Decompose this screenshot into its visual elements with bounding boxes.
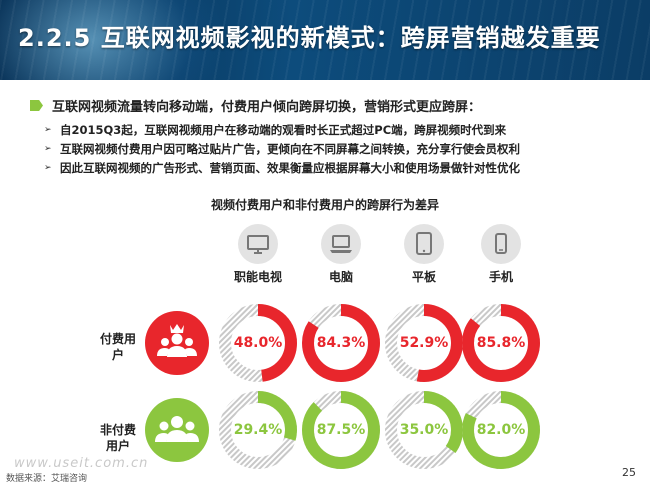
- donut-paid-1: 84.3%: [301, 303, 381, 383]
- list-item: ➢ 自2015Q3起，互联网视频用户在移动端的观看时长正式超过PC端，跨屏视频时…: [44, 120, 520, 139]
- phone-icon: [481, 224, 521, 264]
- device-label: 电脑: [328, 270, 353, 284]
- source-note: 数据来源：艾瑞咨询: [6, 474, 88, 484]
- data-label: 87.5%: [316, 422, 366, 438]
- crowned-user-group-icon: [157, 324, 197, 357]
- banner-glow: [0, 0, 220, 80]
- data-label: 48.0%: [233, 335, 283, 351]
- donut-unpaid-2: 35.0%: [384, 390, 464, 470]
- user-group-icon: [155, 416, 199, 442]
- arrow-bullet-icon: ➢: [44, 124, 52, 135]
- device-column-tv: 职能电视: [218, 224, 298, 285]
- device-column-pc: 电脑: [301, 224, 381, 285]
- row-label-unpaid: 非付费用户: [99, 423, 136, 453]
- bullet-text: 自2015Q3起，互联网视频用户在移动端的观看时长正式超过PC端，跨屏视频时代到…: [60, 122, 507, 137]
- data-label: 82.0%: [476, 422, 526, 438]
- device-label: 平板: [411, 270, 436, 284]
- donut-value-arc: [219, 391, 297, 469]
- arrow-tag-icon: [30, 100, 43, 111]
- page-number: 25: [622, 466, 636, 479]
- header-banner: 2.2.5 互联网视频影视的新模式：跨屏营销越发重要: [0, 0, 650, 80]
- arrow-bullet-icon: ➢: [44, 143, 52, 154]
- page-title: 2.2.5 互联网视频影视的新模式：跨屏营销越发重要: [18, 24, 601, 52]
- donut-value-arc: [385, 391, 463, 469]
- donut-value-arc: [302, 304, 380, 382]
- arrow-bullet-icon: ➢: [44, 162, 52, 173]
- device-column-phone: 手机: [461, 224, 541, 285]
- donut-paid-3: 85.8%: [461, 303, 541, 383]
- list-item: ➢ 因此互联网视频的广告形式、营销页面、效果衡量应根据屏幕大小和使用场景做针对性…: [44, 158, 520, 177]
- device-column-tablet: 平板: [384, 224, 464, 285]
- bullet-list: ➢ 自2015Q3起，互联网视频用户在移动端的观看时长正式超过PC端，跨屏视频时…: [44, 120, 520, 177]
- list-item: ➢ 互联网视频付费用户因可略过贴片广告，更倾向在不同屏幕之间转换，充分享行使会员…: [44, 139, 520, 158]
- device-label: 职能电视: [233, 270, 282, 284]
- laptop-icon: [321, 224, 361, 264]
- donut-unpaid-1: 87.5%: [301, 390, 381, 470]
- donut-unpaid-0: 29.4%: [218, 390, 298, 470]
- chart-title: 视频付费用户和非付费用户的跨屏行为差异: [210, 198, 439, 212]
- data-label: 85.8%: [476, 335, 526, 351]
- bullet-text: 互联网视频付费用户因可略过贴片广告，更倾向在不同屏幕之间转换，充分享行使会员权利: [60, 141, 520, 156]
- tablet-icon: [404, 224, 444, 264]
- donut-value-arc: [302, 391, 380, 469]
- data-label: 84.3%: [316, 335, 366, 351]
- donut-value-arc: [462, 304, 540, 382]
- paid-users-badge: [145, 311, 209, 375]
- data-label: 52.9%: [399, 335, 449, 351]
- donut-paid-0: 48.0%: [218, 303, 298, 383]
- unpaid-users-badge: [145, 398, 209, 462]
- device-label: 手机: [488, 270, 513, 284]
- data-label: 35.0%: [399, 422, 449, 438]
- watermark: www.useit.com.cn: [14, 456, 149, 471]
- donut-unpaid-3: 82.0%: [461, 390, 541, 470]
- donut-value-arc: [385, 304, 463, 382]
- banner-texture: [0, 0, 650, 80]
- donut-value-arc: [219, 304, 297, 382]
- row-label-paid: 付费用户: [99, 332, 136, 362]
- donut-value-arc: [462, 391, 540, 469]
- lead-text: 互联网视频流量转向移动端，付费用户倾向跨屏切换，营销形式更应跨屏：: [52, 100, 482, 115]
- lead-point: 互联网视频流量转向移动端，付费用户倾向跨屏切换，营销形式更应跨屏：: [30, 96, 481, 115]
- donut-paid-2: 52.9%: [384, 303, 464, 383]
- bullet-text: 因此互联网视频的广告形式、营销页面、效果衡量应根据屏幕大小和使用场景做针对性优化: [60, 160, 520, 175]
- tv-icon: [238, 224, 278, 264]
- data-label: 29.4%: [233, 422, 283, 438]
